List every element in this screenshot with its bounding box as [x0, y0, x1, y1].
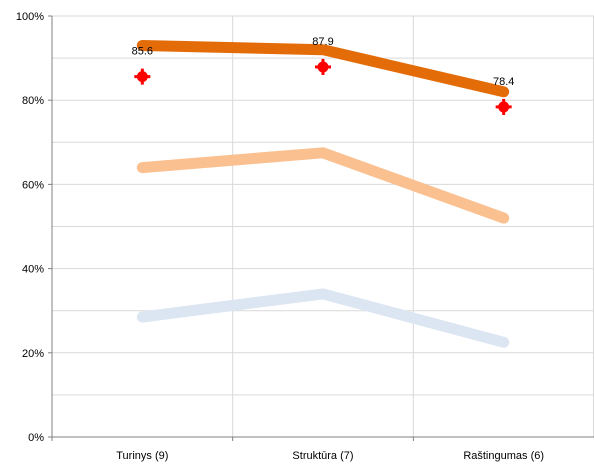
y-tick-label: 0% [28, 432, 44, 444]
data-labels: 85.6 87.9 78.4 [132, 36, 515, 88]
x-tick-label: Struktūra (7) [292, 450, 353, 462]
axes [48, 15, 594, 441]
marker-points [134, 58, 512, 115]
y-tick-labels: 0% 20% 40% 60% 80% 100% [16, 11, 44, 444]
x-tick-label: Turinys (9) [116, 450, 168, 462]
y-tick-label: 60% [22, 179, 44, 191]
data-label: 78.4 [493, 76, 514, 88]
marker-point [315, 58, 331, 75]
y-tick-label: 20% [22, 348, 44, 360]
x-tick-label: Raštingumas (6) [463, 450, 544, 462]
series-lines [136, 40, 510, 348]
y-tick-label: 40% [22, 264, 44, 276]
y-tick-label: 80% [22, 95, 44, 107]
series-line-3 [136, 288, 510, 348]
marker-point [134, 68, 151, 85]
data-label: 87.9 [312, 36, 333, 48]
marker-point [495, 98, 512, 115]
y-tick-label: 100% [16, 11, 44, 23]
data-label: 85.6 [132, 46, 153, 58]
x-tick-labels: Turinys (9) Struktūra (7) Raštingumas (6) [116, 450, 544, 462]
series-line-1 [136, 40, 510, 98]
series-line-2 [136, 147, 510, 224]
